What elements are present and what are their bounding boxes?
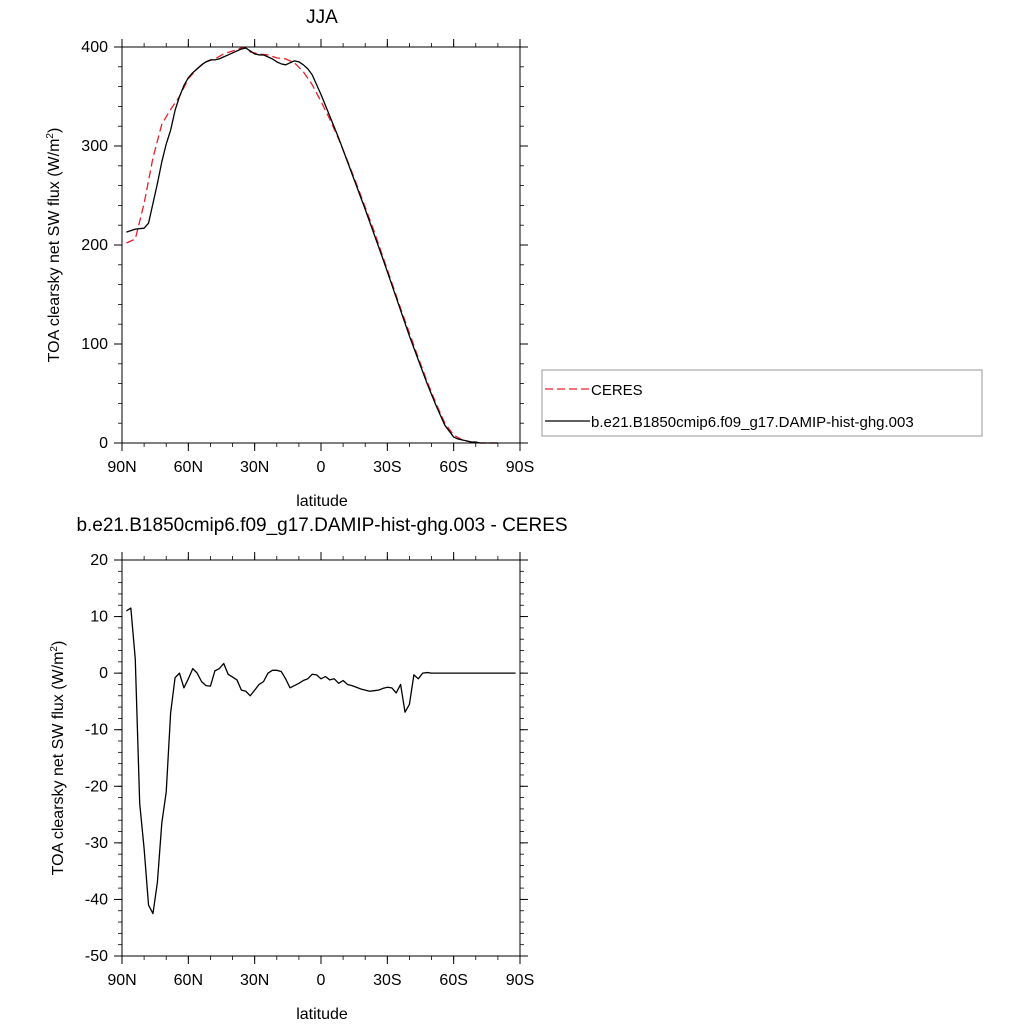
y-tick-label: 10	[90, 609, 108, 626]
x-tick-label: 60N	[174, 972, 203, 989]
y-tick-label: 300	[81, 138, 108, 155]
legend-box	[541, 369, 983, 437]
x-tick-label: 90N	[107, 972, 136, 989]
top-chart: JJA 0 100 200 300 400 90N 60N 30N 0 30S 60S 90S la…	[45, 7, 983, 510]
y-tick-label: 20	[90, 552, 108, 569]
x-tick-label: 30S	[373, 459, 401, 476]
y-tick-label: -20	[85, 778, 108, 795]
y-tick-label: 100	[81, 336, 108, 353]
y-tick-label: 400	[81, 39, 108, 56]
legend-ceres-label: CERES	[591, 382, 643, 399]
top-chart-y-axis: 0 100 200 300 400	[81, 39, 528, 452]
bottom-chart-plot-frame	[121, 559, 521, 957]
y-tick-label: 0	[99, 435, 108, 452]
x-tick-label: 90S	[506, 459, 534, 476]
bottom-chart-series	[126, 607, 516, 915]
top-chart-y-axis-label: TOA clearsky net SW flux (W/m2)	[45, 128, 63, 363]
model-series-line	[126, 47, 498, 444]
top-chart-title: JJA	[306, 7, 338, 28]
top-chart-x-axis: 90N 60N 30N 0 30S 60S 90S	[107, 39, 534, 476]
top-chart-legend: CERES b.e21.B1850cmip6.f09_g17.DAMIP-his…	[541, 369, 983, 437]
bottom-chart-y-axis-label: TOA clearsky net SW flux (W/m2)	[49, 641, 67, 876]
bottom-chart-x-axis: 90N 60N 30N 0 30S 60S 90S	[107, 552, 534, 989]
x-tick-label: 90S	[506, 972, 534, 989]
ceres-series-line	[126, 47, 498, 444]
x-tick-label: 30S	[373, 972, 401, 989]
legend-model-label: b.e21.B1850cmip6.f09_g17.DAMIP-hist-ghg.…	[591, 414, 914, 431]
x-tick-label: 30N	[240, 972, 269, 989]
x-tick-label: 60S	[439, 459, 467, 476]
bottom-chart-title: b.e21.B1850cmip6.f09_g17.DAMIP-hist-ghg.…	[76, 515, 567, 536]
y-tick-label: 200	[81, 237, 108, 254]
y-tick-label: -50	[85, 948, 108, 965]
x-tick-label: 30N	[240, 459, 269, 476]
x-tick-label: 60N	[174, 459, 203, 476]
y-tick-label: 0	[99, 665, 108, 682]
top-chart-plot-frame	[121, 46, 521, 444]
difference-series-line	[126, 607, 516, 915]
y-tick-label: -30	[85, 835, 108, 852]
y-tick-label: -40	[85, 891, 108, 908]
x-tick-label: 0	[317, 972, 326, 989]
x-tick-label: 90N	[107, 459, 136, 476]
top-chart-series	[126, 47, 498, 444]
y-tick-label: -10	[85, 722, 108, 739]
top-chart-x-axis-label: latitude	[296, 493, 348, 510]
x-tick-label: 0	[317, 459, 326, 476]
bottom-chart-x-axis-label: latitude	[296, 1006, 348, 1023]
bottom-chart: b.e21.B1850cmip6.f09_g17.DAMIP-hist-ghg.…	[49, 515, 568, 1023]
x-tick-label: 60S	[439, 972, 467, 989]
bottom-chart-y-axis: -50 -40 -30 -20 -10 0 10 20	[85, 552, 528, 965]
